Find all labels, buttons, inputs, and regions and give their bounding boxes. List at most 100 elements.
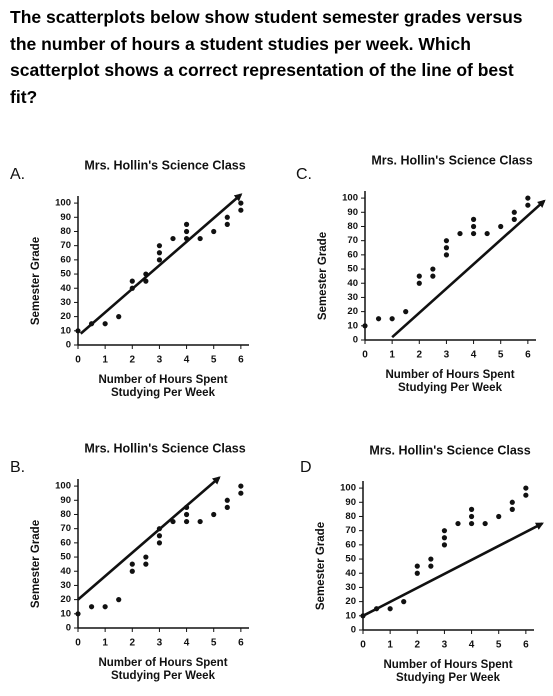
panel-label: C. xyxy=(296,166,312,183)
x-tick-label: 4 xyxy=(471,350,477,361)
y-tick-label: 60 xyxy=(347,249,358,260)
data-point xyxy=(443,238,450,244)
data-point xyxy=(455,520,461,527)
x-axis-label: Number of Hours Spent xyxy=(383,659,512,671)
y-tick-label: 100 xyxy=(55,481,71,492)
fit-line xyxy=(391,199,546,339)
y-tick-label: 80 xyxy=(60,509,71,520)
y-tick-label: 90 xyxy=(60,212,71,223)
data-point xyxy=(511,209,517,215)
data-point xyxy=(428,563,434,569)
y-tick-label: 10 xyxy=(347,320,358,331)
y-tick-label: 90 xyxy=(347,207,358,218)
y-axis-label: Semester Grade xyxy=(30,237,42,325)
y-tick-label: 70 xyxy=(347,235,358,246)
x-axis-label: Studying Per Week xyxy=(111,387,216,399)
y-tick-label: 50 xyxy=(60,552,71,563)
data-point xyxy=(156,257,163,263)
data-point xyxy=(143,554,149,560)
x-tick-label: 2 xyxy=(415,640,421,651)
x-tick-label: 1 xyxy=(102,638,108,649)
x-tick-label: 3 xyxy=(157,355,163,366)
chart-title: Mrs. Hollin's Science Class xyxy=(371,153,532,167)
y-tick-label: 40 xyxy=(347,278,358,289)
data-point xyxy=(116,597,122,603)
y-tick-label: 20 xyxy=(60,311,71,322)
data-point xyxy=(430,273,436,279)
x-tick-label: 2 xyxy=(130,638,136,649)
chart-title: Mrs. Hollin's Science Class xyxy=(84,158,245,172)
y-tick-label: 70 xyxy=(60,523,71,534)
x-tick-label: 4 xyxy=(184,355,190,366)
x-axis-label: Number of Hours Spent xyxy=(98,374,227,386)
y-tick-label: 30 xyxy=(60,297,71,308)
data-point xyxy=(387,606,393,612)
x-tick-label: 6 xyxy=(238,355,244,366)
data-point xyxy=(401,599,407,605)
y-tick-label: 60 xyxy=(345,539,356,550)
data-point xyxy=(375,316,382,322)
data-point xyxy=(443,252,450,258)
y-tick-label: 100 xyxy=(342,193,358,204)
x-tick-label: 2 xyxy=(417,350,423,361)
data-point xyxy=(238,490,244,496)
data-point xyxy=(183,511,190,518)
y-tick-label: 70 xyxy=(60,240,71,251)
data-point xyxy=(470,216,477,222)
data-point xyxy=(102,321,108,327)
x-tick-label: 6 xyxy=(238,638,244,649)
data-point xyxy=(428,556,434,562)
data-point xyxy=(102,604,108,610)
panel-label: A. xyxy=(10,166,25,183)
y-axis-label: Semester Grade xyxy=(315,522,327,610)
data-point xyxy=(523,492,529,498)
x-tick-label: 5 xyxy=(496,640,502,651)
data-point xyxy=(441,528,448,534)
y-tick-label: 0 xyxy=(351,625,356,636)
y-tick-label: 10 xyxy=(345,610,356,621)
data-point xyxy=(183,228,190,235)
data-point xyxy=(509,506,515,512)
y-tick-label: 80 xyxy=(347,221,358,232)
x-axis-label: Studying Per Week xyxy=(111,670,216,682)
x-axis-label: Number of Hours Spent xyxy=(98,657,227,669)
data-point xyxy=(482,520,488,527)
data-point xyxy=(484,230,490,237)
x-axis-label: Number of Hours Spent xyxy=(385,369,514,381)
y-tick-label: 30 xyxy=(345,582,356,593)
data-point xyxy=(416,280,422,286)
data-point xyxy=(362,323,368,329)
data-point xyxy=(238,483,244,489)
data-point xyxy=(156,243,163,249)
question: The scatterplots below show student seme… xyxy=(10,7,523,107)
x-tick-label: 0 xyxy=(360,640,366,651)
data-point xyxy=(224,504,230,510)
data-point xyxy=(468,520,475,527)
data-point xyxy=(156,533,163,539)
y-axis-label: Semester Grade xyxy=(317,232,329,320)
y-tick-label: 60 xyxy=(60,537,71,548)
y-tick-label: 90 xyxy=(345,497,356,508)
data-point xyxy=(468,513,475,520)
y-tick-label: 20 xyxy=(345,596,356,607)
y-tick-label: 50 xyxy=(347,264,358,275)
data-point xyxy=(129,561,135,567)
y-tick-label: 10 xyxy=(60,325,71,336)
y-tick-label: 0 xyxy=(66,623,71,634)
data-point xyxy=(75,611,81,617)
data-point xyxy=(88,604,95,610)
x-tick-label: 1 xyxy=(389,350,395,361)
panel-label: B. xyxy=(10,459,25,476)
data-point xyxy=(238,200,244,206)
data-point xyxy=(183,221,190,227)
y-tick-label: 20 xyxy=(60,594,71,605)
data-point xyxy=(523,485,529,491)
x-tick-label: 3 xyxy=(157,638,163,649)
y-tick-label: 10 xyxy=(60,608,71,619)
data-point xyxy=(430,266,436,272)
x-axis-label: Studying Per Week xyxy=(396,672,501,684)
data-point xyxy=(468,506,475,512)
fit-line xyxy=(79,193,243,335)
x-tick-label: 4 xyxy=(469,640,475,651)
